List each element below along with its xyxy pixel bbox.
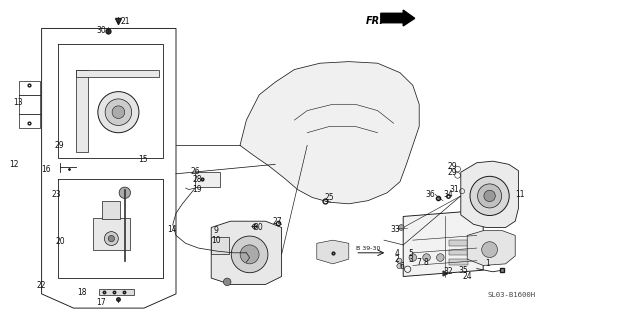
Text: 11: 11	[515, 190, 524, 199]
Bar	[19, 81, 40, 128]
Text: 28: 28	[193, 175, 202, 184]
Circle shape	[112, 106, 125, 118]
Polygon shape	[461, 161, 518, 228]
Text: FR.: FR.	[366, 15, 384, 26]
Text: 24: 24	[462, 272, 472, 281]
Circle shape	[423, 254, 430, 261]
Text: 5: 5	[408, 249, 413, 258]
Circle shape	[108, 235, 115, 242]
Bar	[76, 70, 88, 152]
Text: 3: 3	[408, 255, 413, 264]
Circle shape	[223, 278, 231, 286]
Text: 30: 30	[253, 223, 264, 232]
Circle shape	[484, 190, 495, 202]
Text: 16: 16	[41, 165, 51, 173]
Text: 1: 1	[485, 259, 490, 268]
Text: 10: 10	[211, 236, 221, 245]
Text: 7: 7	[417, 258, 422, 267]
Circle shape	[397, 258, 402, 263]
Text: 21: 21	[120, 17, 129, 26]
Text: 25: 25	[324, 193, 335, 202]
Circle shape	[477, 184, 502, 208]
Text: 6: 6	[399, 262, 404, 270]
Polygon shape	[467, 231, 515, 265]
Text: 36: 36	[425, 190, 435, 199]
Text: 19: 19	[192, 185, 202, 194]
Text: 27: 27	[273, 217, 283, 226]
Text: SL03-B1600H: SL03-B1600H	[488, 293, 536, 298]
Text: 34: 34	[443, 190, 453, 199]
Text: 33: 33	[390, 225, 400, 234]
Bar	[449, 250, 468, 255]
Circle shape	[119, 187, 131, 198]
Text: 18: 18	[77, 288, 86, 297]
Circle shape	[470, 176, 509, 216]
Circle shape	[399, 225, 404, 230]
Text: 29: 29	[447, 168, 457, 177]
Bar	[211, 237, 229, 254]
Circle shape	[105, 99, 132, 125]
Bar	[449, 240, 468, 246]
Circle shape	[436, 254, 444, 261]
Text: 15: 15	[138, 155, 148, 164]
Text: 12: 12	[10, 160, 19, 169]
Text: 8: 8	[423, 258, 428, 267]
Circle shape	[240, 245, 259, 264]
Circle shape	[482, 242, 497, 258]
Text: 32: 32	[443, 267, 453, 276]
Text: 23: 23	[51, 190, 61, 199]
Bar	[99, 289, 134, 295]
Text: 31: 31	[449, 185, 460, 194]
Text: 9: 9	[214, 226, 219, 235]
Polygon shape	[403, 210, 483, 276]
Circle shape	[98, 92, 139, 133]
Polygon shape	[240, 62, 419, 204]
Text: 14: 14	[166, 225, 177, 234]
Bar	[195, 172, 220, 187]
Text: 30: 30	[96, 27, 106, 35]
Text: 22: 22	[37, 282, 46, 290]
Circle shape	[231, 236, 268, 273]
Text: 35: 35	[458, 266, 468, 275]
Bar	[449, 259, 468, 265]
Text: B 39-30: B 39-30	[356, 246, 381, 251]
Text: 26: 26	[190, 167, 200, 176]
Bar	[76, 70, 159, 77]
Bar	[93, 218, 130, 250]
Text: 17: 17	[96, 298, 106, 307]
Text: 29: 29	[447, 162, 457, 171]
Polygon shape	[317, 240, 349, 264]
Text: 20: 20	[55, 237, 65, 246]
Text: 2: 2	[394, 255, 399, 264]
Circle shape	[397, 264, 402, 269]
Circle shape	[409, 254, 417, 261]
Text: 4: 4	[394, 249, 399, 258]
Text: 13: 13	[13, 98, 23, 107]
Bar	[102, 201, 120, 219]
Polygon shape	[381, 10, 415, 26]
Polygon shape	[211, 221, 282, 284]
Text: 29: 29	[54, 141, 64, 150]
Circle shape	[104, 232, 118, 246]
